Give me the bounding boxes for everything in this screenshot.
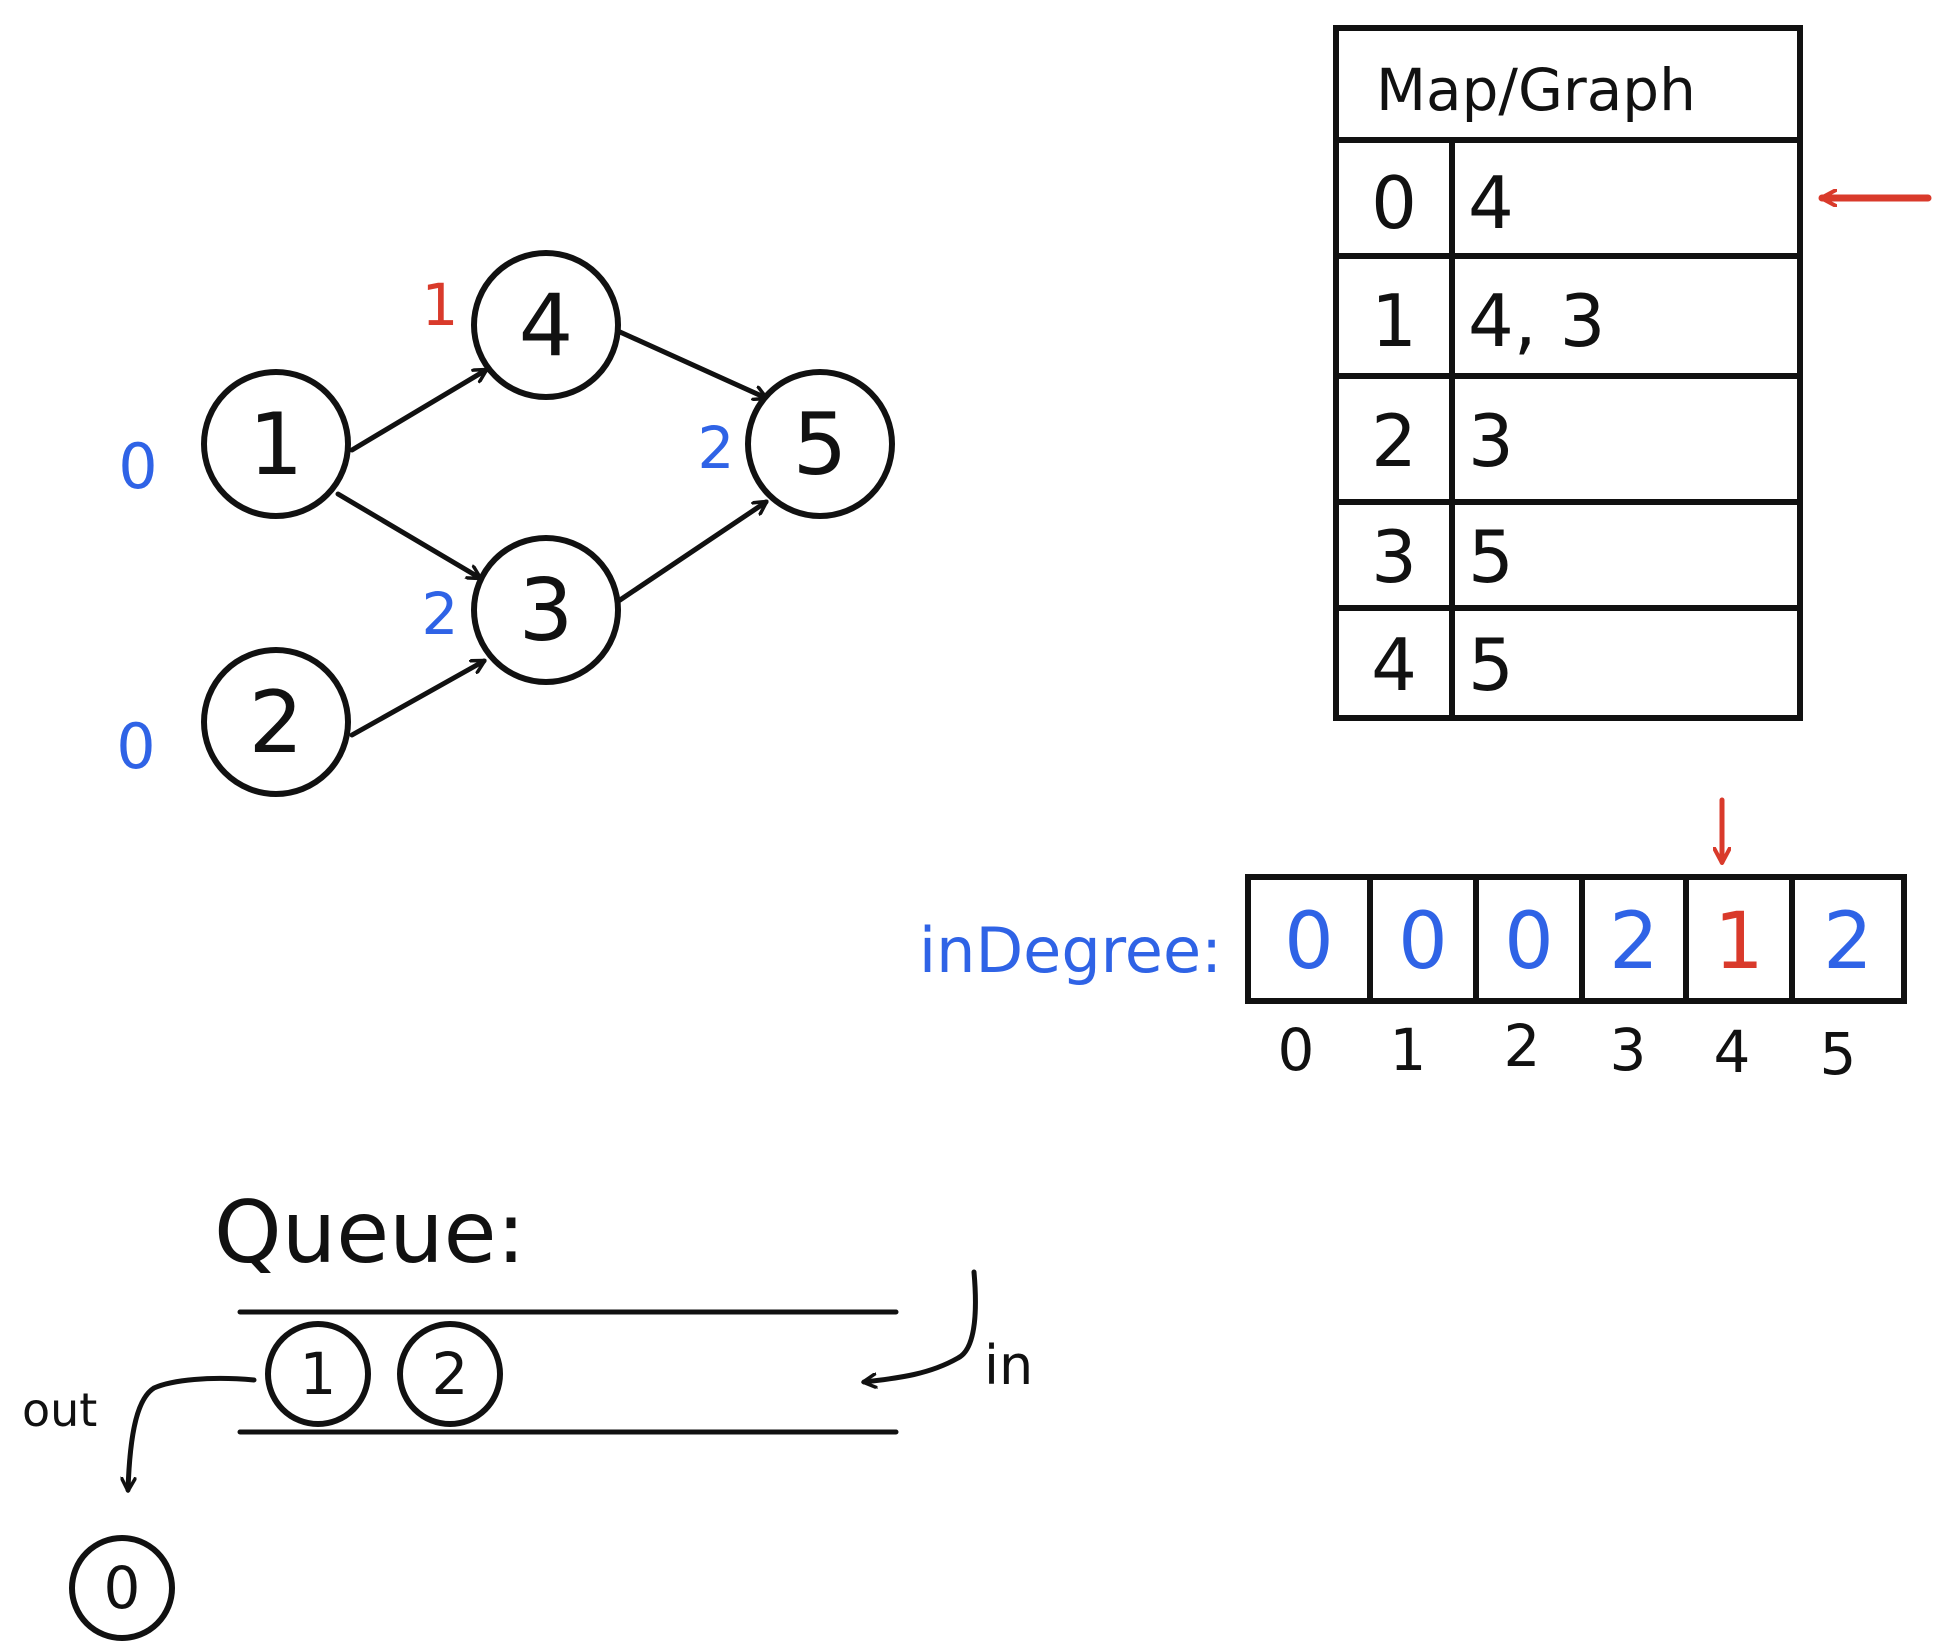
queue-in-label: in [984,1334,1033,1397]
node-4-label: 4 [519,276,574,376]
queue-item-1-circle [265,1321,371,1427]
node-4-circle [471,250,621,400]
dequeued-node-label: 0 [104,1554,141,1622]
map-title: Map/Graph [1376,56,1696,124]
queue-item-1: 1 [265,1321,371,1427]
node-5-label: 5 [793,395,848,495]
map-row-3-key: 3 [1371,515,1417,599]
edge-1-4 [349,367,486,453]
in-degree-cell-0: 0 [1284,897,1334,987]
in-degree-index-1: 1 [1390,1016,1427,1084]
node-1-label: 1 [249,395,304,495]
queue-item-2: 2 [397,1321,503,1427]
node-3-circle [471,535,621,685]
in-degree-index-5: 5 [1820,1020,1857,1088]
map-row-4-value: 5 [1468,623,1514,707]
dequeued-node: 0 [69,1535,175,1641]
map-row-0-value: 4 [1468,161,1514,245]
node-2-label: 2 [249,673,304,773]
queue: Queue: 1 2 in out 0 [22,1183,1033,1641]
node-3: 3 2 [422,535,621,685]
queue-in-arrow [864,1269,978,1382]
queue-item-1-label: 1 [300,1340,337,1408]
node-4-degree: 1 [422,271,459,339]
map-row-2-value: 3 [1468,399,1514,483]
queue-label: Queue: [214,1183,526,1283]
edge-2-3 [349,658,484,738]
in-degree-index-4: 4 [1714,1018,1751,1086]
edge-3-5 [617,499,766,603]
node-3-label: 3 [519,561,574,661]
node-2: 2 0 [116,647,351,797]
in-degree-array: inDegree: 0 0 0 2 1 2 0 1 2 3 4 5 [919,797,1907,1088]
in-degree-cell-2: 0 [1504,897,1554,987]
in-degree-label: inDegree: [919,914,1222,987]
edge-1-3 [335,491,480,581]
node-1-circle [201,369,351,519]
in-degree-cell-3: 2 [1609,897,1659,987]
map-row-1-key: 1 [1371,279,1417,363]
in-degree-cell-1: 0 [1398,897,1448,987]
in-degree-index-0: 0 [1278,1016,1315,1084]
adjacency-map-table: Map/Graph 0 4 1 4, 3 2 3 3 5 4 5 [1333,25,1932,721]
graph: 1 0 2 0 3 2 4 1 5 2 [116,250,895,797]
queue-item-2-circle [397,1321,503,1427]
map-row-3-value: 5 [1468,515,1514,599]
node-5-circle [745,369,895,519]
queue-out-arrow [128,1375,257,1490]
node-4: 4 1 [422,250,621,400]
node-1: 1 0 [118,369,351,519]
in-degree-cell-5: 2 [1823,897,1873,987]
in-degree-border [1245,874,1907,1004]
node-2-circle [201,647,351,797]
node-2-degree: 0 [116,710,155,783]
queue-out-label: out [22,1383,97,1437]
dequeued-node-circle [69,1535,175,1641]
node-3-degree: 2 [422,580,459,648]
node-5: 5 2 [698,369,895,519]
edge-4-5 [617,329,766,398]
map-row-2-key: 2 [1371,399,1417,483]
in-degree-index-2: 2 [1504,1012,1541,1080]
queue-item-2-label: 2 [432,1340,469,1408]
in-degree-cell-4: 1 [1714,897,1764,987]
in-degree-index-3: 3 [1610,1016,1647,1084]
graph-edges [335,329,766,738]
map-row-1-value: 4, 3 [1468,279,1605,363]
node-1-degree: 0 [118,430,157,503]
node-5-degree: 2 [698,414,735,482]
map-row-0-key: 0 [1371,161,1417,245]
map-row-4-key: 4 [1371,623,1417,707]
